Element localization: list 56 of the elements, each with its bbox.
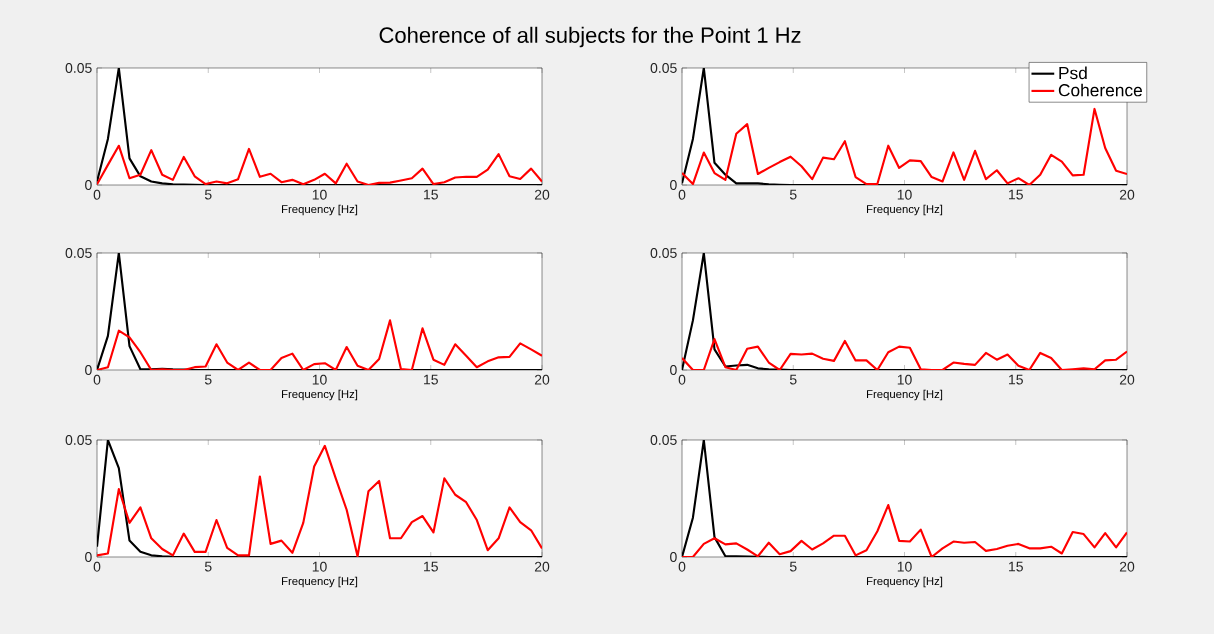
line-series	[97, 144, 542, 185]
x-tick-label: 0	[93, 561, 101, 572]
y-tick-label: 0	[85, 180, 92, 190]
x-tick-label: 0	[93, 374, 101, 385]
x-tick-label: 0	[678, 189, 686, 200]
x-tick-label: 15	[424, 561, 438, 572]
line-series	[682, 107, 1127, 185]
y-tick-label: 0.05	[650, 435, 677, 445]
x-tick-label: 15	[1009, 374, 1023, 385]
x-tick-label: 5	[789, 189, 797, 200]
x-tick-label: 10	[897, 561, 912, 572]
x-tick-label: 20	[1119, 561, 1135, 572]
text: Coherence of all subjects for the Point 1 Hz	[379, 26, 801, 48]
x-tick-label: 10	[312, 561, 327, 572]
x-tick-label: 15	[1009, 561, 1023, 572]
y-tick-label: 0.05	[65, 63, 92, 73]
line-series	[682, 503, 1127, 557]
x-tick-label: 15	[1009, 189, 1023, 200]
y-tick-label: 0	[670, 365, 677, 375]
x-tick-label: 5	[204, 189, 212, 200]
x-tick-label: 5	[204, 561, 212, 572]
y-tick-label: 0	[85, 365, 92, 375]
x-axis-title: Frequency [Hz]	[282, 389, 358, 401]
x-tick-label: 0	[678, 374, 686, 385]
x-tick-label: 20	[1119, 189, 1135, 200]
x-tick-label: 10	[312, 374, 327, 385]
x-tick-label: 5	[789, 561, 797, 572]
y-tick-label: 0	[670, 552, 677, 562]
y-tick-label: 0.05	[65, 435, 92, 445]
x-tick-label: 10	[312, 189, 327, 200]
y-tick-label: 0.05	[650, 248, 677, 258]
x-tick-label: 10	[897, 374, 912, 385]
x-tick-label: 5	[204, 374, 212, 385]
x-axis-title: Frequency [Hz]	[282, 204, 358, 216]
x-tick-label: 20	[534, 374, 550, 385]
line-series	[682, 338, 1127, 370]
y-tick-label: 0.05	[65, 248, 92, 258]
x-tick-label: 0	[678, 561, 686, 572]
x-axis-title: Frequency [Hz]	[282, 576, 358, 588]
legend-label: Coherence	[1058, 83, 1142, 97]
y-tick-label: 0	[670, 180, 677, 190]
x-axis-title: Frequency [Hz]	[867, 576, 943, 588]
x-tick-label: 20	[534, 561, 550, 572]
x-tick-label: 20	[1119, 374, 1135, 385]
x-tick-label: 20	[534, 189, 550, 200]
x-tick-label: 15	[424, 189, 438, 200]
y-tick-label: 0	[85, 552, 92, 562]
x-tick-label: 10	[897, 189, 912, 200]
legend-label: Psd	[1059, 66, 1087, 80]
x-tick-label: 15	[424, 374, 438, 385]
y-tick-label: 0.05	[650, 63, 677, 73]
x-tick-label: 0	[93, 189, 101, 200]
x-axis-title: Frequency [Hz]	[867, 204, 943, 216]
x-axis-title: Frequency [Hz]	[867, 389, 943, 401]
x-tick-label: 5	[789, 374, 797, 385]
line-series	[97, 319, 542, 370]
